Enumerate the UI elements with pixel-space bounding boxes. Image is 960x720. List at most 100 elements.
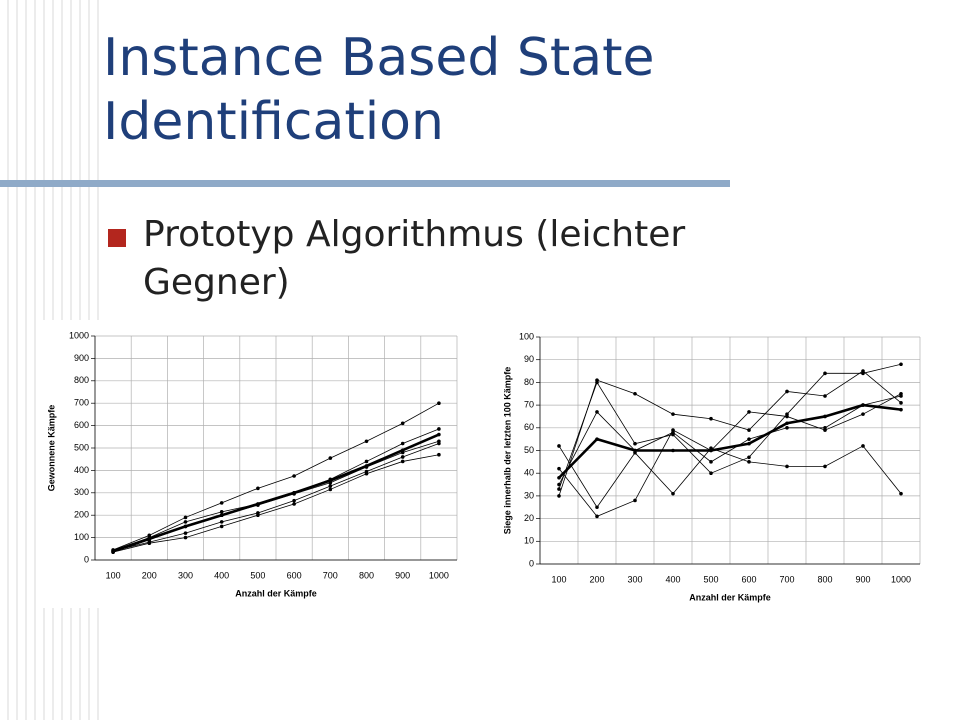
data-point <box>364 464 369 468</box>
y-tick-label: 30 <box>524 490 534 500</box>
y-tick-label: 50 <box>524 445 534 455</box>
y-tick-label: 900 <box>74 353 89 363</box>
data-point <box>785 421 789 426</box>
data-point <box>437 427 441 431</box>
data-point <box>671 430 675 435</box>
x-tick-label: 700 <box>323 570 338 580</box>
data-point <box>823 464 827 469</box>
x-tick-label: 600 <box>741 574 756 584</box>
y-tick-label: 0 <box>84 554 89 564</box>
y-tick-label: 90 <box>524 354 534 364</box>
x-tick-label: 500 <box>250 570 265 580</box>
data-point <box>595 410 599 414</box>
data-point <box>183 520 188 524</box>
x-tick-label: 1000 <box>891 574 911 584</box>
data-point <box>400 448 405 453</box>
x-tick-label: 700 <box>779 574 794 584</box>
y-tick-label: 300 <box>74 487 89 497</box>
x-tick-label: 900 <box>855 574 870 584</box>
data-point <box>364 471 369 476</box>
data-point <box>437 432 441 437</box>
data-point <box>709 448 713 453</box>
data-point <box>785 414 789 419</box>
y-tick-label: 400 <box>74 465 89 475</box>
data-point <box>671 491 675 496</box>
data-point <box>747 441 751 446</box>
data-point <box>747 455 751 460</box>
data-point <box>899 362 903 367</box>
y-tick-label: 70 <box>524 399 534 409</box>
data-point <box>899 407 903 412</box>
data-point <box>292 498 296 503</box>
x-tick-label: 800 <box>359 570 374 580</box>
x-tick-label: 300 <box>627 574 642 584</box>
x-tick-label: 600 <box>287 570 302 580</box>
data-point <box>183 515 188 520</box>
y-tick-label: 0 <box>529 558 534 568</box>
x-tick-label: 800 <box>817 574 832 584</box>
x-tick-label: 1000 <box>429 570 449 580</box>
data-point <box>671 448 675 453</box>
data-point <box>111 549 115 553</box>
chart-panel <box>496 320 928 608</box>
x-tick-label: 100 <box>551 574 566 584</box>
data-point <box>747 428 751 432</box>
data-point <box>219 501 224 505</box>
y-tick-label: 600 <box>74 420 89 430</box>
data-point <box>747 460 751 464</box>
chart-panel <box>40 320 472 608</box>
slide-title: Instance Based State Identification <box>103 28 655 152</box>
data-point <box>747 410 751 414</box>
data-point <box>671 412 675 416</box>
data-point <box>785 426 789 430</box>
data-point <box>899 394 903 398</box>
data-point <box>595 505 599 510</box>
data-point <box>328 487 333 492</box>
x-tick-label: 300 <box>178 570 193 580</box>
data-point <box>437 452 441 457</box>
data-point <box>861 444 865 448</box>
data-point <box>747 437 751 441</box>
x-axis-label: Anzahl der Kämpfe <box>689 592 771 602</box>
data-point <box>437 441 441 446</box>
series-line <box>558 363 902 490</box>
y-tick-label: 500 <box>74 442 89 452</box>
data-point <box>785 464 789 469</box>
data-point <box>899 401 903 405</box>
data-point <box>364 439 369 444</box>
data-point <box>709 416 713 421</box>
x-tick-label: 900 <box>395 570 410 580</box>
x-tick-label: 200 <box>589 574 604 584</box>
data-point <box>709 471 713 476</box>
data-point <box>823 426 827 430</box>
data-point <box>861 412 865 416</box>
bullet-text: Prototyp Algorithmus (leichter Gegner) <box>143 214 686 303</box>
y-tick-label: 800 <box>74 375 89 385</box>
data-point <box>557 494 561 498</box>
data-point <box>400 455 405 459</box>
data-point <box>364 459 369 464</box>
data-point <box>823 371 827 376</box>
data-point <box>256 513 260 517</box>
data-point <box>292 502 296 506</box>
y-tick-label: 1000 <box>69 330 89 340</box>
data-point <box>861 403 865 407</box>
data-point <box>709 460 713 464</box>
data-point <box>183 535 188 540</box>
series-line <box>112 433 440 553</box>
data-point <box>219 510 224 514</box>
data-point <box>785 389 789 394</box>
data-point <box>557 466 561 471</box>
series-line <box>558 395 902 485</box>
data-point <box>557 444 561 448</box>
title-rule <box>0 180 730 187</box>
data-point <box>557 487 561 491</box>
data-point <box>219 524 224 529</box>
data-point <box>292 474 296 478</box>
data-point <box>633 441 637 446</box>
data-point <box>219 520 224 524</box>
data-point <box>256 502 260 506</box>
x-tick-label: 200 <box>142 570 157 580</box>
series-line <box>558 403 902 479</box>
